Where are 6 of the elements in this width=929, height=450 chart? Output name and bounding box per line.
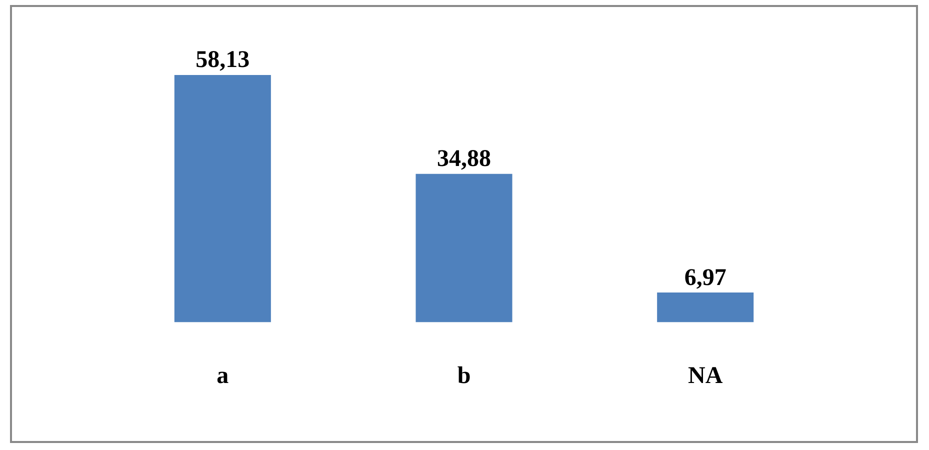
data-label: 6,97 <box>684 264 726 291</box>
x-tick-label: b <box>457 362 471 389</box>
data-label: 58,13 <box>196 47 250 74</box>
x-tick-label: NA <box>688 362 724 389</box>
x-tick-label: a <box>216 362 229 389</box>
data-label: 34,88 <box>437 146 491 172</box>
